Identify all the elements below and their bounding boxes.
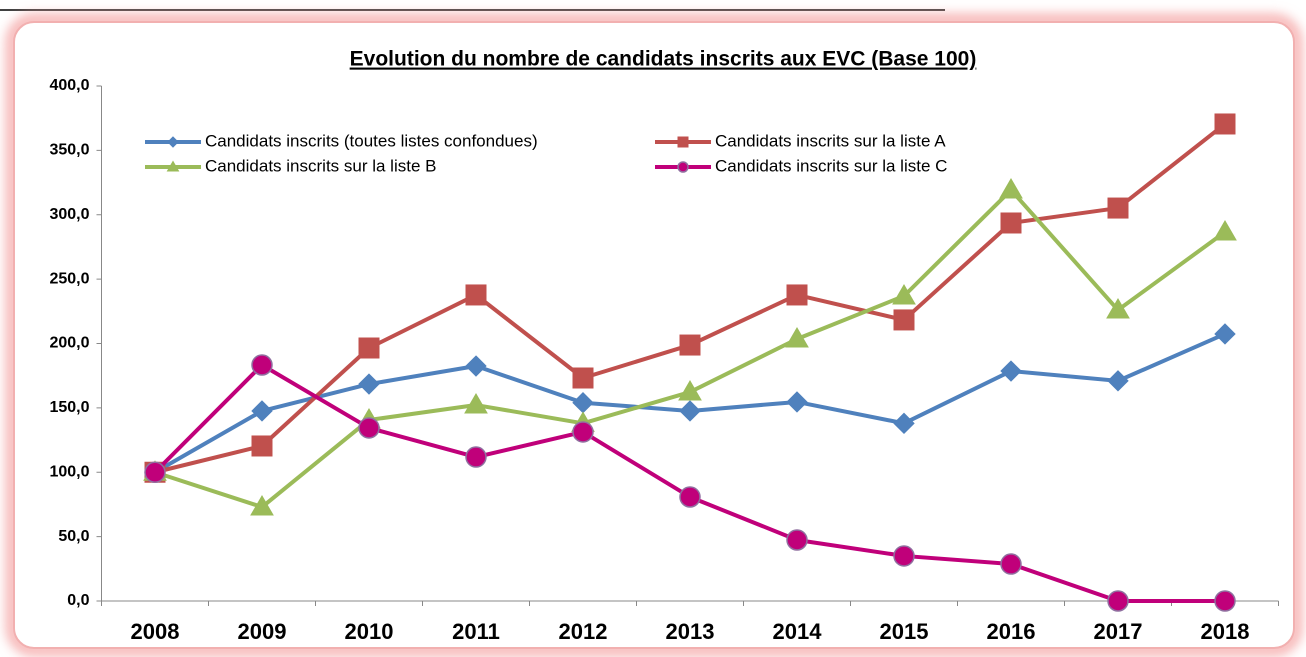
y-tick-label: 0,0: [67, 592, 89, 609]
marker-diamond: [1000, 360, 1022, 382]
marker-triangle: [999, 178, 1023, 199]
marker-circle: [1107, 590, 1129, 612]
x-tick-label: 2016: [987, 619, 1036, 644]
marker-diamond: [1214, 323, 1236, 345]
legend-label: Candidats inscrits (toutes listes confon…: [205, 131, 538, 150]
marker-circle: [251, 354, 273, 376]
marker-circle: [893, 545, 915, 567]
x-tick-label: 2018: [1201, 619, 1250, 644]
marker-triangle: [1213, 220, 1237, 241]
marker-circle: [1214, 590, 1236, 612]
x-tick-label: 2008: [131, 619, 180, 644]
marker-square: [1107, 197, 1129, 219]
marker-square: [251, 435, 273, 457]
marker-diamond: [251, 400, 273, 422]
marker-square: [786, 284, 808, 306]
marker-circle: [358, 417, 380, 439]
marker-circle: [572, 421, 594, 443]
y-tick-label: 400,0: [49, 77, 89, 94]
marker-circle: [786, 529, 808, 551]
x-tick-label: 2009: [238, 619, 287, 644]
marker-diamond: [786, 391, 808, 413]
marker-square: [893, 309, 915, 331]
y-tick-label: 250,0: [49, 270, 89, 287]
x-tick-label: 2011: [452, 619, 500, 644]
y-tick-label: 300,0: [49, 206, 89, 223]
marker-circle: [1000, 553, 1022, 575]
y-tick-label: 350,0: [49, 142, 89, 159]
marker-diamond: [893, 412, 915, 435]
marker-diamond: [167, 136, 179, 148]
marker-triangle: [678, 380, 702, 401]
y-tick-label: 100,0: [49, 463, 89, 480]
marker-circle: [677, 161, 689, 173]
marker-circle: [679, 486, 701, 508]
marker-diamond: [358, 373, 380, 395]
x-tick-label: 2014: [773, 619, 823, 644]
marker-square: [1000, 212, 1022, 234]
legend-label: Candidats inscrits sur la liste C: [715, 156, 947, 175]
chart-title: Evolution du nombre de candidats inscrit…: [350, 48, 977, 71]
marker-triangle: [464, 393, 488, 414]
marker-square: [1214, 113, 1236, 135]
frame: [13, 21, 1295, 649]
marker-square: [679, 334, 701, 356]
marker-triangle: [1106, 298, 1130, 319]
marker-square: [358, 337, 380, 359]
x-tick-label: 2010: [345, 619, 394, 644]
x-tick-label: 2017: [1094, 619, 1143, 644]
y-tick-label: 50,0: [58, 528, 89, 545]
marker-diamond: [1107, 370, 1129, 392]
marker-square: [465, 284, 487, 306]
frame-glow: [7, 15, 1301, 655]
marker-triangle: [892, 283, 916, 305]
marker-diamond: [679, 400, 701, 422]
marker-square: [677, 136, 689, 148]
y-tick-label: 200,0: [49, 335, 89, 352]
legend-label: Candidats inscrits sur la liste A: [715, 131, 946, 150]
marker-square: [572, 367, 594, 389]
legend-label: Candidats inscrits sur la liste B: [205, 156, 436, 175]
marker-circle: [144, 461, 166, 483]
x-tick-label: 2013: [666, 619, 715, 644]
marker-triangle: [250, 495, 274, 516]
marker-circle: [465, 446, 487, 468]
x-tick-label: 2012: [559, 619, 608, 644]
marker-diamond: [465, 355, 487, 377]
marker-triangle: [166, 160, 180, 172]
marker-triangle: [785, 326, 809, 348]
x-tick-label: 2015: [880, 619, 929, 644]
y-tick-label: 150,0: [49, 399, 89, 416]
